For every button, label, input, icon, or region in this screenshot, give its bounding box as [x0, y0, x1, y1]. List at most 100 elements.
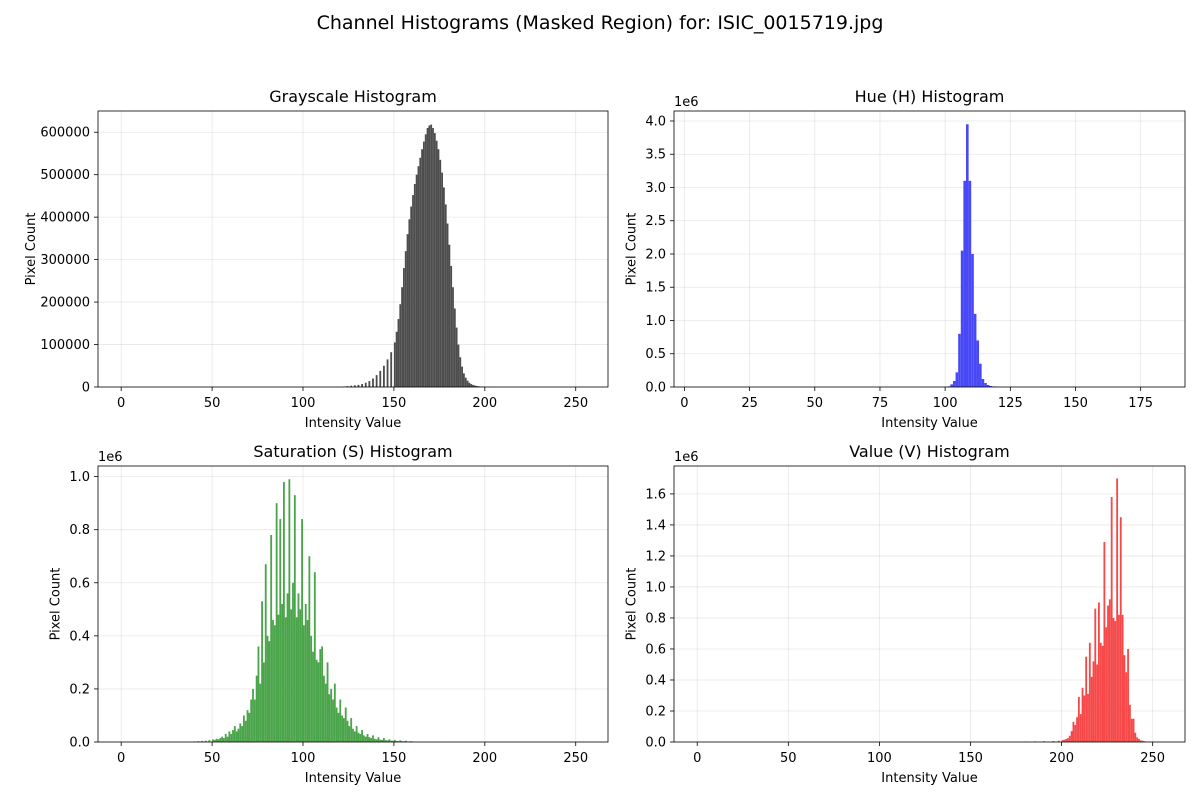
y-tick-label: 300000 — [40, 253, 90, 268]
subplot-title: Hue (H) Histogram — [855, 87, 1005, 106]
histogram-bar — [1138, 738, 1140, 742]
y-tick-label: 0.5 — [645, 347, 666, 362]
histogram-bar — [468, 382, 471, 387]
y-tick-label: 0 — [82, 381, 90, 396]
histogram-bar — [259, 683, 262, 742]
histogram-bar — [423, 141, 425, 387]
y-tick-label: 100000 — [40, 338, 90, 353]
histogram-bar — [390, 352, 393, 387]
y-tick-label: 400000 — [40, 211, 90, 226]
histogram-bar — [1072, 721, 1075, 742]
histogram-bar — [373, 738, 376, 742]
histogram-bar — [443, 187, 445, 387]
histogram-bar — [1121, 614, 1124, 742]
histogram-bar — [370, 738, 373, 742]
y-tick-label: 1.0 — [645, 314, 666, 329]
histogram-bar — [237, 728, 240, 742]
x-tick-label: 0 — [693, 751, 701, 766]
histogram-bar — [437, 149, 440, 387]
histogram-bar — [1085, 656, 1088, 742]
histogram-bar — [332, 699, 334, 742]
y-tick-label: 2.5 — [645, 214, 666, 229]
histogram-bar — [963, 180, 966, 387]
histogram-bar — [375, 375, 378, 387]
x-tick-label: 50 — [204, 751, 221, 766]
histogram-bar — [989, 386, 993, 387]
histogram-bar — [308, 556, 311, 742]
histogram-bar — [364, 736, 367, 742]
histogram-bar — [272, 619, 274, 742]
histogram-bar — [344, 707, 347, 742]
x-tick-label: 50 — [807, 396, 824, 411]
histogram-bar — [226, 736, 229, 742]
histogram-bar — [315, 659, 318, 742]
histogram-bar — [1125, 672, 1128, 742]
histogram-bar — [313, 572, 316, 742]
histogram-bar — [359, 734, 362, 742]
y-tick-label: 0.8 — [645, 611, 666, 626]
x-tick-label: 25 — [741, 396, 758, 411]
histogram-bar — [450, 265, 453, 387]
histogram-bar — [955, 372, 959, 387]
histogram-bar — [361, 384, 363, 387]
histogram-bar — [1099, 642, 1102, 742]
histogram-bar — [403, 268, 405, 387]
histogram-bar — [419, 157, 422, 387]
histogram-bar — [343, 718, 345, 742]
histogram-bar — [246, 710, 249, 742]
histogram-bar — [381, 739, 383, 742]
y-tick-label: 3.0 — [645, 181, 666, 196]
histogram-bar — [353, 385, 356, 387]
x-tick-label: 250 — [563, 751, 588, 766]
histogram-bar — [295, 617, 298, 742]
histogram-bar — [330, 688, 333, 742]
histogram-bar — [286, 593, 289, 742]
y-tick-label: 1.5 — [645, 281, 666, 296]
histogram-bar — [413, 184, 416, 387]
histogram-bar — [459, 357, 462, 387]
histogram-bar — [333, 683, 336, 742]
histogram-bar — [1094, 608, 1097, 742]
histogram-bar — [372, 735, 374, 742]
histogram-bar — [452, 287, 454, 387]
histogram-bar — [441, 172, 443, 387]
x-tick-label: 200 — [472, 396, 497, 411]
histogram-bar — [1079, 714, 1082, 742]
histogram-bar — [357, 384, 360, 387]
x-tick-label: 75 — [872, 396, 889, 411]
histogram-bar — [1112, 617, 1115, 742]
histogram-bar — [201, 740, 203, 742]
x-tick-label: 0 — [117, 751, 125, 766]
histogram-bar — [368, 737, 371, 742]
subplot-title: Value (V) Histogram — [849, 442, 1010, 461]
y-tick-label: 0.4 — [645, 673, 666, 688]
histogram-bar — [1087, 693, 1089, 742]
histogram-bar — [404, 740, 407, 742]
histogram-bar — [430, 124, 433, 387]
histogram-bar — [395, 331, 398, 387]
histogram-bar — [275, 503, 278, 742]
histogram-bar — [252, 688, 254, 742]
histogram-bar — [417, 166, 420, 387]
histogram-bar — [1108, 599, 1111, 742]
histogram-bar — [337, 712, 340, 742]
y-tick-label: 1.4 — [645, 518, 666, 533]
histogram-bar — [263, 662, 265, 742]
histogram-bar — [410, 206, 413, 387]
histogram-bar — [960, 250, 964, 387]
x-tick-label: 50 — [780, 751, 797, 766]
x-tick-label: 100 — [291, 751, 316, 766]
subplot-2: 0 25 50 75 100 125 150 175 0.0 0.5 1.0 1.5 2.0 2.5 3.0… — [624, 87, 1186, 431]
histogram-bar — [1128, 704, 1131, 742]
histogram-bar — [297, 593, 300, 742]
histogram-bar — [261, 601, 263, 742]
histogram-bar — [235, 731, 238, 742]
histogram-bar — [463, 373, 465, 387]
histogram-bar — [455, 327, 458, 387]
histogram-bar — [428, 125, 431, 387]
y-axis-label: Pixel Count — [624, 568, 639, 641]
x-axis-label: Intensity Value — [305, 416, 401, 431]
histogram-bar — [310, 635, 313, 742]
histogram-bar — [250, 699, 253, 742]
histogram-bar — [304, 604, 307, 742]
